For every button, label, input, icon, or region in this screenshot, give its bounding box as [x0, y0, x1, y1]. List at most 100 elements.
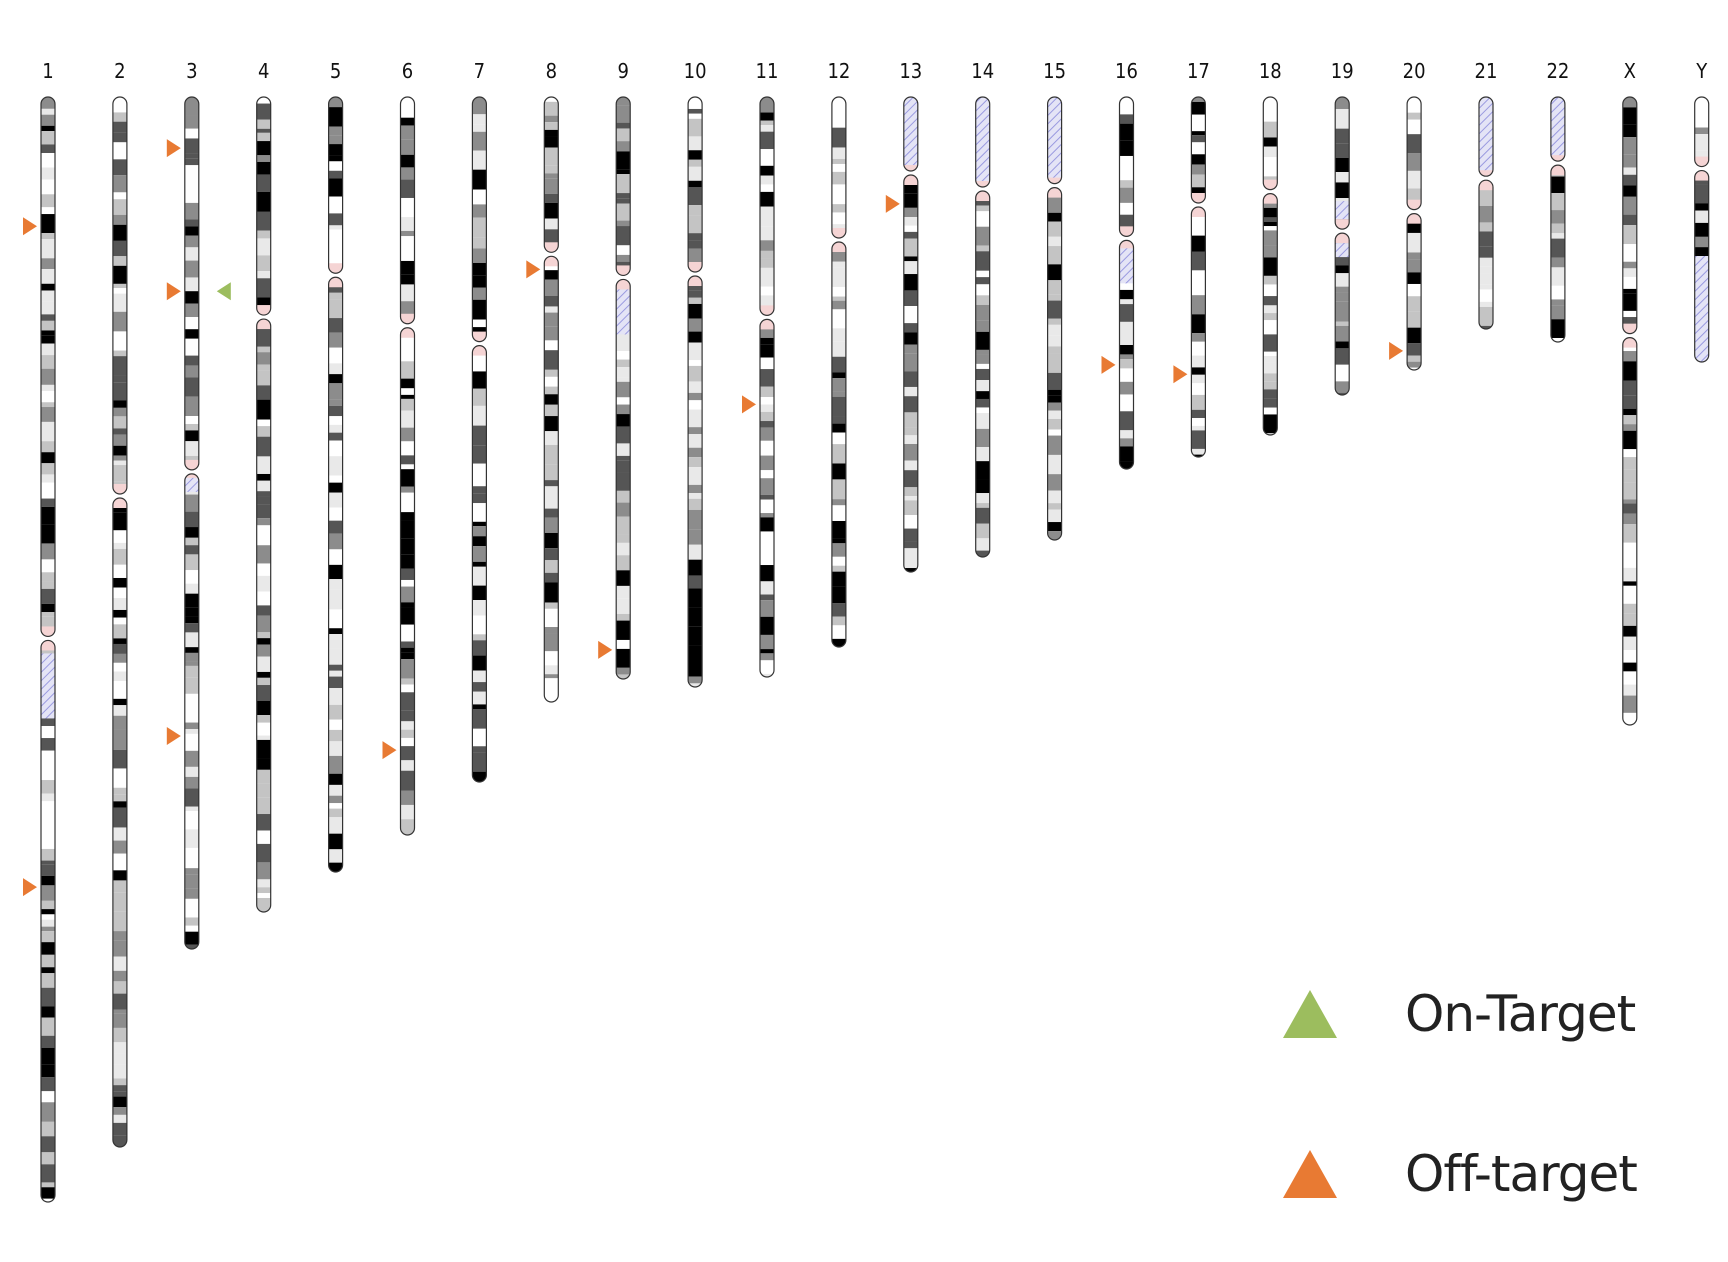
- band: [472, 670, 487, 683]
- band: [41, 718, 55, 727]
- band: [903, 386, 918, 397]
- chromosome-22: 22: [1546, 59, 1569, 343]
- band: [472, 691, 487, 705]
- band: [41, 194, 55, 208]
- band: [616, 351, 631, 360]
- chromosome-15: 15: [1043, 59, 1066, 541]
- band: [41, 788, 55, 794]
- band: [400, 335, 415, 354]
- band: [831, 538, 846, 544]
- off-target-marker: [166, 727, 181, 745]
- band: [184, 729, 199, 734]
- band: [975, 391, 990, 399]
- off-target-marker: [166, 282, 181, 301]
- band: [112, 1122, 127, 1136]
- band: [400, 607, 415, 625]
- band: [616, 598, 631, 614]
- band: [975, 320, 990, 332]
- band: [616, 174, 631, 194]
- chromosome-bands: [1407, 97, 1422, 370]
- centromere: [616, 265, 631, 290]
- band: [903, 496, 918, 501]
- band: [831, 158, 846, 164]
- band: [1263, 313, 1278, 321]
- band: [112, 705, 127, 716]
- band: [112, 1085, 127, 1092]
- band: [184, 931, 199, 945]
- band: [184, 677, 199, 694]
- band: [1479, 301, 1493, 307]
- chromosome-label: 14: [971, 59, 994, 83]
- band: [975, 251, 990, 271]
- band: [328, 648, 343, 665]
- band: [184, 632, 199, 648]
- centromere: [544, 242, 559, 267]
- band: [256, 685, 271, 701]
- band: [760, 369, 774, 387]
- band: [256, 238, 271, 256]
- band: [328, 589, 343, 610]
- band: [184, 925, 199, 932]
- band: [903, 548, 918, 569]
- band: [328, 741, 343, 756]
- centromere: [1694, 156, 1709, 181]
- band: [400, 624, 415, 642]
- band: [831, 571, 846, 587]
- band: [256, 132, 271, 142]
- band: [544, 548, 559, 561]
- band: [256, 128, 271, 133]
- band: [903, 412, 918, 428]
- band: [1622, 503, 1637, 514]
- band: [1622, 244, 1637, 262]
- band: [112, 142, 127, 160]
- chromosome-bands: [1191, 97, 1206, 457]
- band: [975, 413, 990, 429]
- band: [256, 161, 271, 175]
- band: [41, 801, 55, 818]
- band: [1622, 124, 1637, 138]
- band: [975, 493, 990, 504]
- band: [328, 808, 343, 818]
- band: [1047, 324, 1062, 336]
- band: [41, 131, 55, 145]
- band: [184, 165, 199, 186]
- band: [112, 175, 127, 193]
- band: [112, 1042, 127, 1054]
- band: [688, 240, 703, 249]
- band: [41, 1064, 55, 1078]
- heterochromatin: [1119, 248, 1134, 284]
- band: [544, 312, 559, 327]
- band: [400, 554, 415, 569]
- band: [1263, 217, 1278, 222]
- band: [400, 284, 415, 302]
- band: [41, 463, 55, 475]
- band: [544, 486, 559, 496]
- band: [688, 187, 703, 206]
- centromere: [256, 305, 271, 330]
- band: [760, 258, 774, 268]
- chromosome-label: 22: [1546, 59, 1569, 83]
- band: [975, 349, 990, 355]
- band: [903, 568, 918, 572]
- band: [184, 545, 199, 555]
- band: [400, 464, 415, 470]
- band: [256, 671, 271, 678]
- band: [760, 175, 774, 185]
- band: [472, 493, 487, 504]
- band: [1191, 448, 1206, 455]
- band: [41, 919, 55, 927]
- band: [544, 165, 559, 174]
- band: [544, 431, 559, 445]
- band: [1407, 296, 1422, 312]
- band: [112, 993, 127, 1010]
- band: [400, 568, 415, 580]
- band: [472, 746, 487, 753]
- legend-item-on-target: On-Target: [1280, 985, 1636, 1043]
- band: [472, 503, 487, 522]
- centromere: [1263, 179, 1278, 204]
- band: [184, 733, 199, 751]
- band: [1622, 185, 1637, 197]
- band: [112, 680, 127, 699]
- band: [1407, 97, 1422, 113]
- band: [112, 121, 127, 133]
